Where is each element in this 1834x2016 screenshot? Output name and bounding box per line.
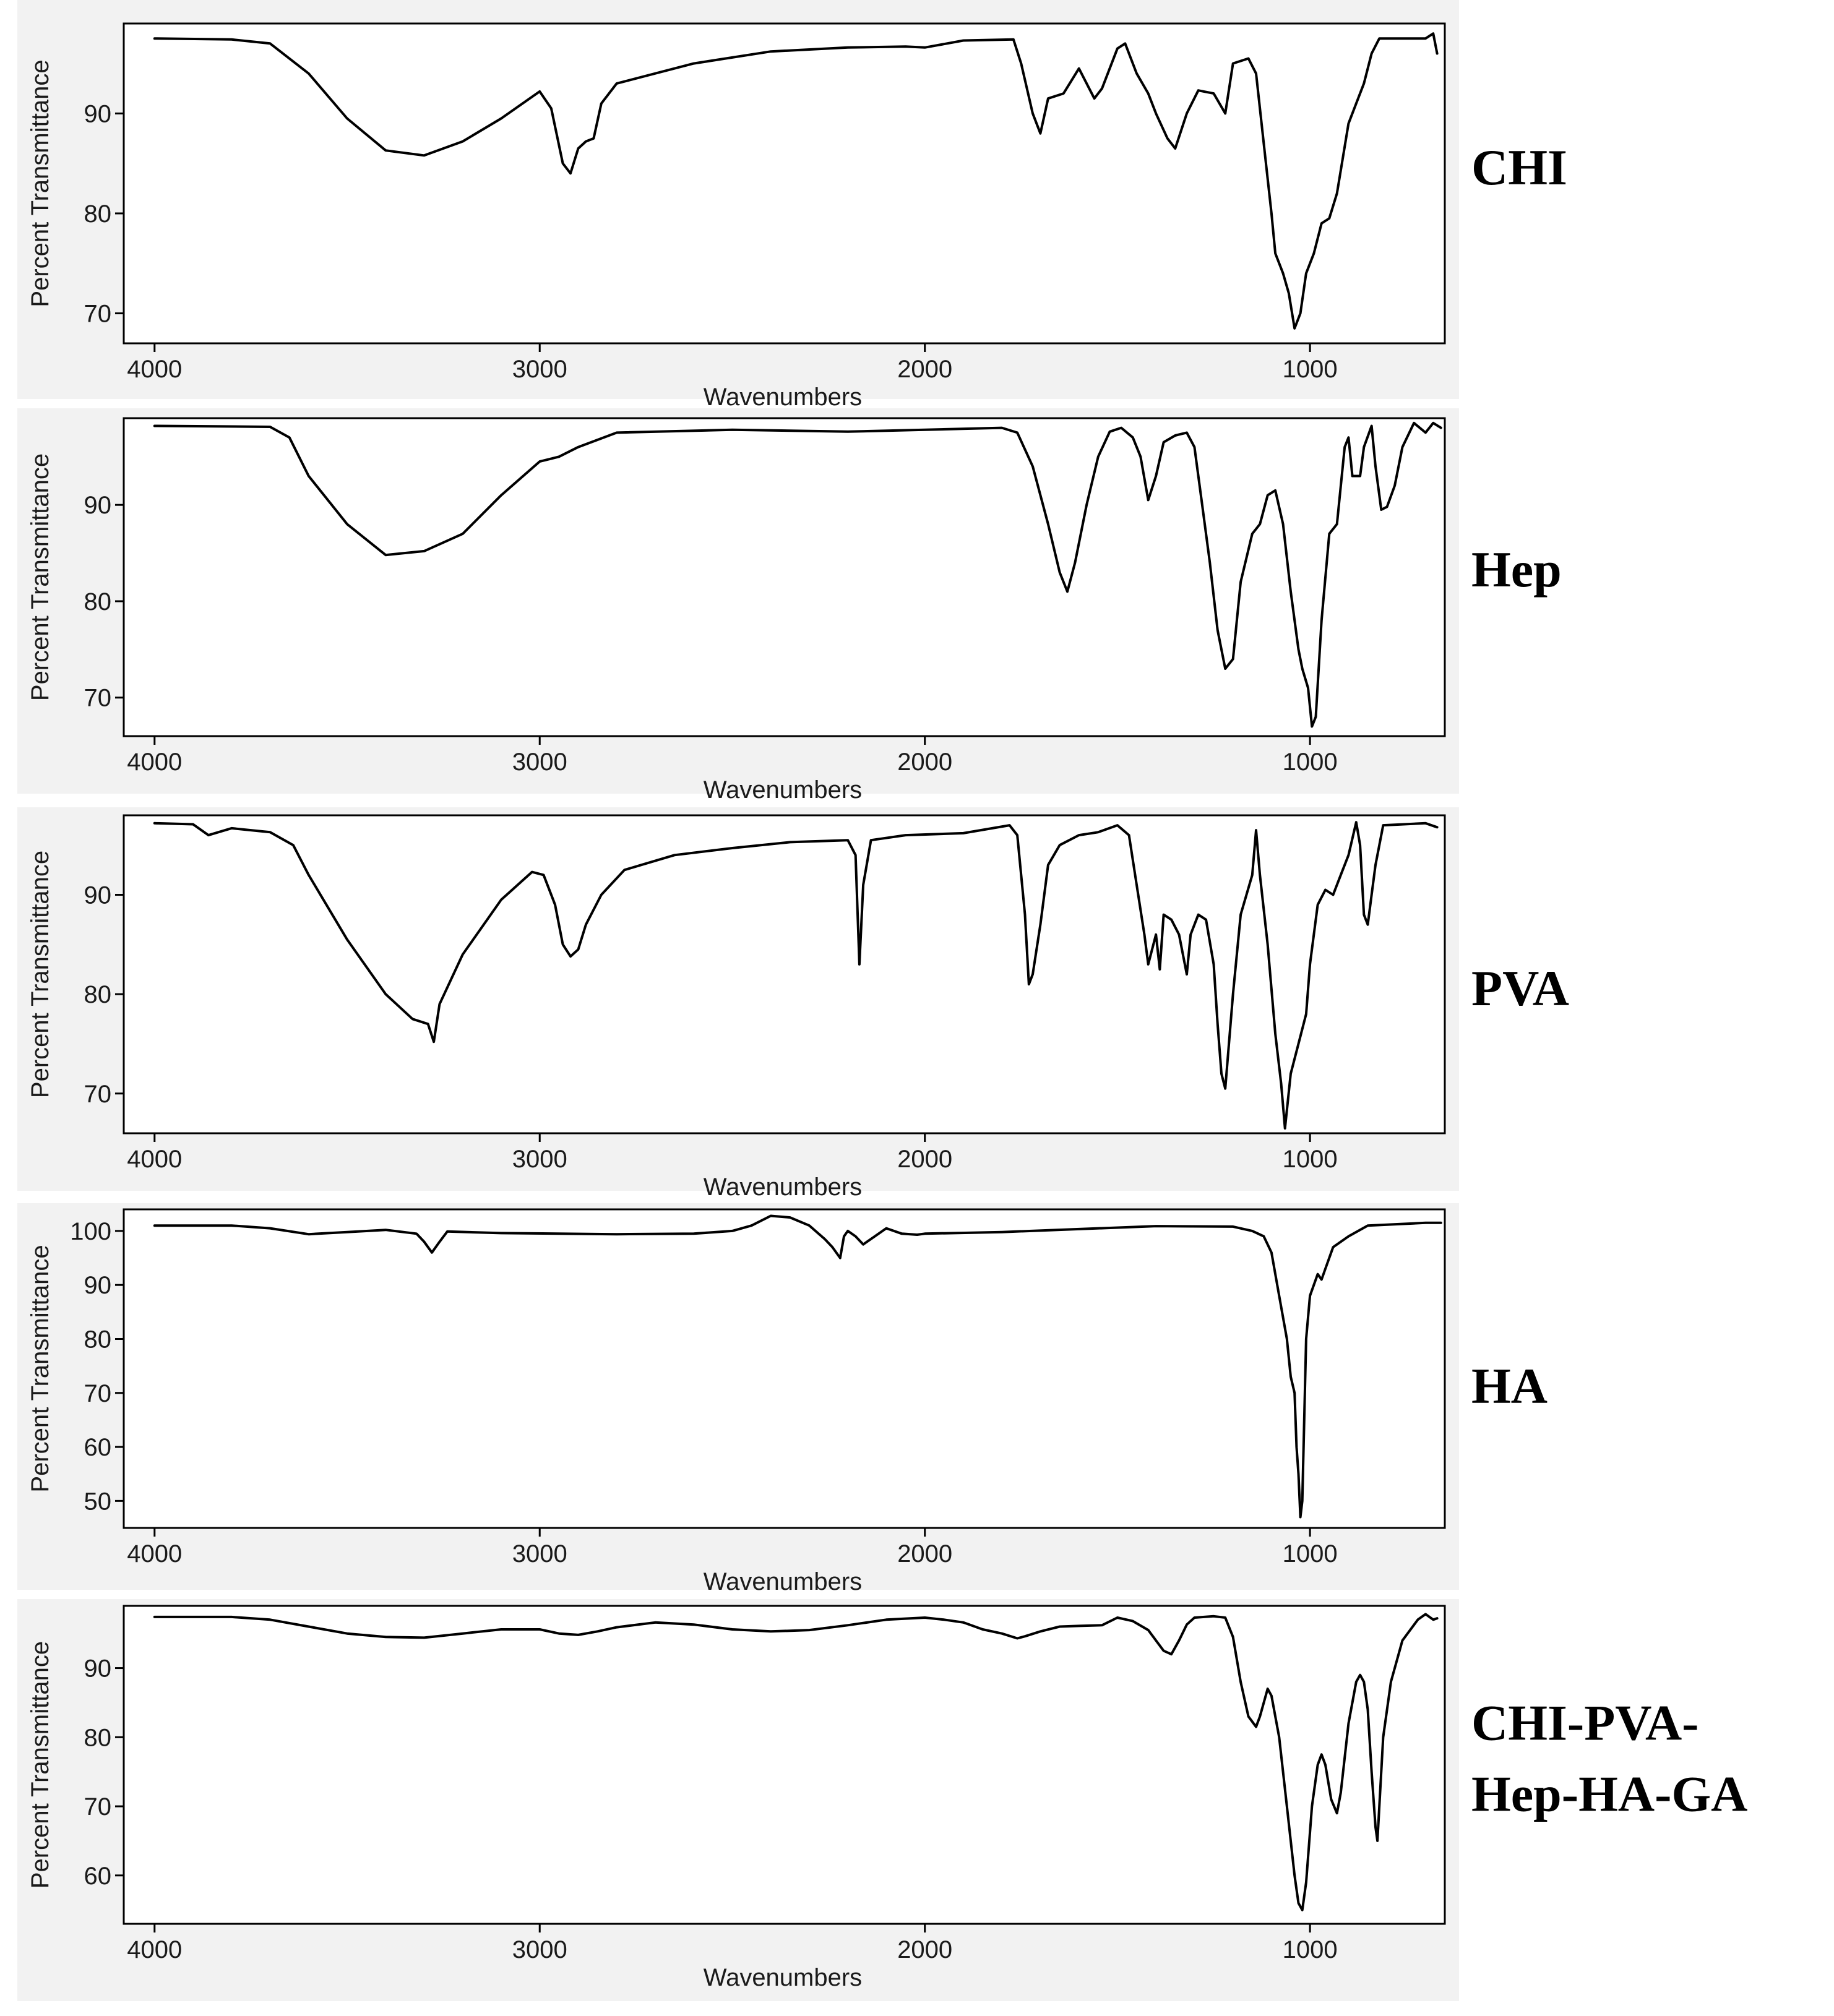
sample-label: CHI-PVA- bbox=[1471, 1695, 1698, 1751]
x-tick-label: 3000 bbox=[512, 748, 567, 776]
y-tick-label: 100 bbox=[70, 1218, 111, 1245]
x-tick-label: 2000 bbox=[897, 1540, 952, 1568]
x-axis-label: Wavenumbers bbox=[704, 384, 862, 411]
spectrum-panel-4: 4000 3000 2000 1000 50 60 70 80 90 100 Wavenumbers… bbox=[17, 1203, 1548, 1595]
y-tick-label: 80 bbox=[84, 1724, 112, 1751]
plot-area bbox=[123, 1208, 1446, 1529]
y-axis-label: Percent Transmittance bbox=[27, 1641, 54, 1889]
y-axis-label: Percent Transmittance bbox=[27, 1245, 54, 1492]
sample-label: Hep bbox=[1471, 541, 1562, 598]
y-tick-label: 90 bbox=[84, 100, 112, 127]
x-tick-label: 3000 bbox=[512, 1540, 567, 1568]
y-tick-label: 70 bbox=[84, 1380, 112, 1407]
plot-area bbox=[123, 417, 1446, 737]
sample-label: Hep-HA-GA bbox=[1471, 1766, 1747, 1822]
x-tick-label: 1000 bbox=[1283, 356, 1338, 383]
x-tick-label: 1000 bbox=[1283, 1146, 1338, 1173]
x-axis-label: Wavenumbers bbox=[704, 1568, 862, 1595]
spectrum-panel-3: 4000 3000 2000 1000 70 80 90 Wavenumbers Percent… bbox=[17, 807, 1569, 1201]
x-tick-label: 2000 bbox=[897, 1146, 952, 1173]
y-axis-label: Percent Transmittance bbox=[27, 59, 54, 307]
y-tick-label: 80 bbox=[84, 981, 112, 1008]
y-tick-label: 80 bbox=[84, 1326, 112, 1353]
spectrum-line bbox=[153, 421, 1442, 728]
sample-label: HA bbox=[1471, 1358, 1548, 1414]
spectrum-line bbox=[153, 1214, 1442, 1519]
y-tick-label: 90 bbox=[84, 882, 112, 909]
y-tick-label: 80 bbox=[84, 200, 112, 228]
x-tick-label: 3000 bbox=[512, 356, 567, 383]
y-tick-label: 90 bbox=[84, 1655, 112, 1683]
y-tick-label: 80 bbox=[84, 588, 112, 616]
y-tick-label: 70 bbox=[84, 301, 112, 328]
plot-area bbox=[123, 814, 1446, 1135]
y-tick-label: 90 bbox=[84, 492, 112, 519]
y-tick-label: 60 bbox=[84, 1863, 112, 1890]
y-tick-label: 70 bbox=[84, 1081, 112, 1108]
spectrum-line bbox=[153, 32, 1439, 330]
spectrum-line bbox=[153, 1613, 1439, 1911]
x-tick-label: 4000 bbox=[127, 356, 182, 383]
x-tick-label: 1000 bbox=[1283, 748, 1338, 776]
x-tick-label: 2000 bbox=[897, 1936, 952, 1963]
spectrum-panel-2: 4000 3000 2000 1000 70 80 90 Wavenumbers Percent… bbox=[17, 408, 1562, 804]
x-tick-label: 1000 bbox=[1283, 1540, 1338, 1568]
x-tick-label: 2000 bbox=[897, 748, 952, 776]
y-axis-label: Percent Transmittance bbox=[27, 851, 54, 1098]
plot-area bbox=[123, 22, 1446, 345]
spectrum-panel-5: 4000 3000 2000 1000 60 70 80 90 Wavenumbers Perce… bbox=[17, 1599, 1747, 2001]
plot-area bbox=[123, 1605, 1446, 1925]
x-tick-label: 1000 bbox=[1283, 1936, 1338, 1963]
sample-label: CHI bbox=[1471, 139, 1567, 195]
x-tick-label: 4000 bbox=[127, 1936, 182, 1963]
y-axis-label: Percent Transmittance bbox=[27, 453, 54, 701]
y-tick-label: 70 bbox=[84, 1793, 112, 1821]
x-tick-label: 4000 bbox=[127, 1146, 182, 1173]
x-tick-label: 4000 bbox=[127, 1540, 182, 1568]
y-tick-label: 70 bbox=[84, 685, 112, 712]
x-tick-label: 3000 bbox=[512, 1146, 567, 1173]
spectrum-panel-1: 4000 3000 2000 1000 70 80 90 Wavenumbers Percent… bbox=[17, 0, 1567, 411]
x-axis-label: Wavenumbers bbox=[704, 1964, 862, 1991]
spectrum-line bbox=[153, 821, 1439, 1130]
x-axis-label: Wavenumbers bbox=[704, 1173, 862, 1201]
y-tick-label: 50 bbox=[84, 1488, 112, 1515]
sample-label: PVA bbox=[1471, 960, 1569, 1016]
x-tick-label: 3000 bbox=[512, 1936, 567, 1963]
x-tick-label: 4000 bbox=[127, 748, 182, 776]
x-axis-label: Wavenumbers bbox=[704, 776, 862, 804]
x-tick-label: 2000 bbox=[897, 356, 952, 383]
y-tick-label: 90 bbox=[84, 1272, 112, 1299]
y-tick-label: 60 bbox=[84, 1434, 112, 1461]
